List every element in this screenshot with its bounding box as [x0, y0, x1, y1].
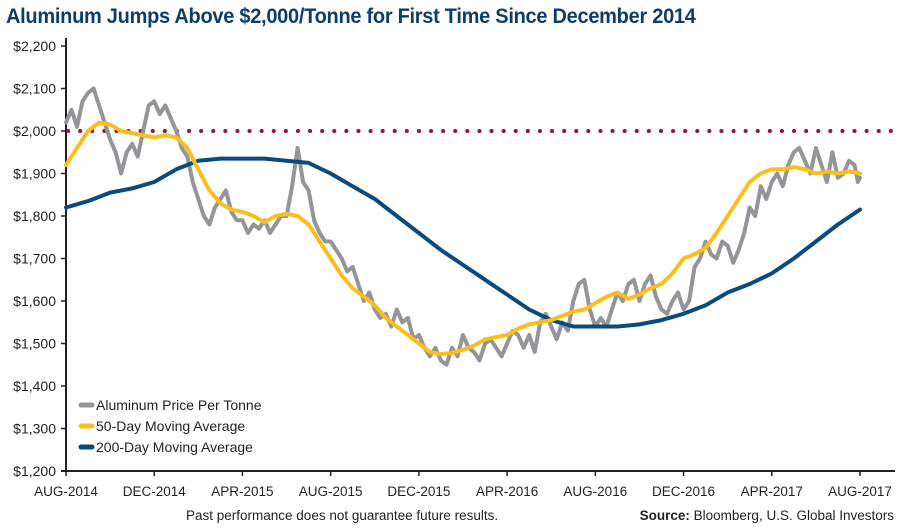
y-tick-label: $1,200	[13, 463, 56, 479]
y-tick-label: $1,800	[13, 208, 56, 224]
x-axis: AUG-2014 DEC-2014 APR-2015 AUG-2015 DEC-2015…	[34, 470, 895, 499]
disclaimer-text: Past performance does not guarantee futu…	[186, 508, 499, 523]
legend-label-ma50: 50-Day Moving Average	[96, 418, 245, 434]
y-tick-label: $1,500	[13, 336, 56, 352]
x-tick-label: DEC-2014	[123, 484, 187, 499]
y-axis: $1,200 $1,300 $1,400 $1,500 $1,600 $1,700 $1,8…	[13, 38, 67, 479]
y-tick-label: $1,300	[13, 421, 56, 437]
x-tick-label: APR-2016	[476, 484, 538, 499]
legend-label-price: Aluminum Price Per Tonne	[96, 397, 262, 413]
legend: Aluminum Price Per Tonne 50-Day Moving Av…	[78, 397, 262, 455]
x-tick-label: AUG-2017	[828, 484, 892, 499]
y-tick-label: $2,100	[13, 81, 56, 97]
x-tick-label: AUG-2014	[34, 484, 98, 499]
series-group	[64, 86, 862, 367]
x-tick-label: APR-2015	[211, 484, 273, 499]
y-tick-label: $2,000	[13, 123, 56, 139]
series-line-ma50	[64, 120, 862, 357]
source-text: Source: Bloomberg, U.S. Global Investors	[640, 508, 894, 523]
x-tick-label: DEC-2015	[387, 484, 450, 499]
y-tick-label: $1,700	[13, 251, 56, 267]
chart-title: Aluminum Jumps Above $2,000/Tonne for Fi…	[6, 4, 696, 28]
x-tick-label: AUG-2015	[299, 484, 363, 499]
y-tick-label: $1,600	[13, 293, 56, 309]
x-tick-label: APR-2017	[741, 484, 803, 499]
source-value: Bloomberg, U.S. Global Investors	[693, 508, 894, 523]
series-line-ma200	[64, 156, 862, 329]
x-tick-label: AUG-2016	[563, 484, 627, 499]
y-tick-label: $1,400	[13, 378, 56, 394]
x-tick-label: DEC-2016	[652, 484, 715, 499]
source-label: Source:	[639, 508, 690, 523]
y-tick-label: $1,900	[13, 166, 56, 182]
y-tick-label: $2,200	[13, 38, 56, 54]
series-line-price	[64, 86, 862, 367]
legend-label-ma200: 200-Day Moving Average	[96, 439, 253, 455]
